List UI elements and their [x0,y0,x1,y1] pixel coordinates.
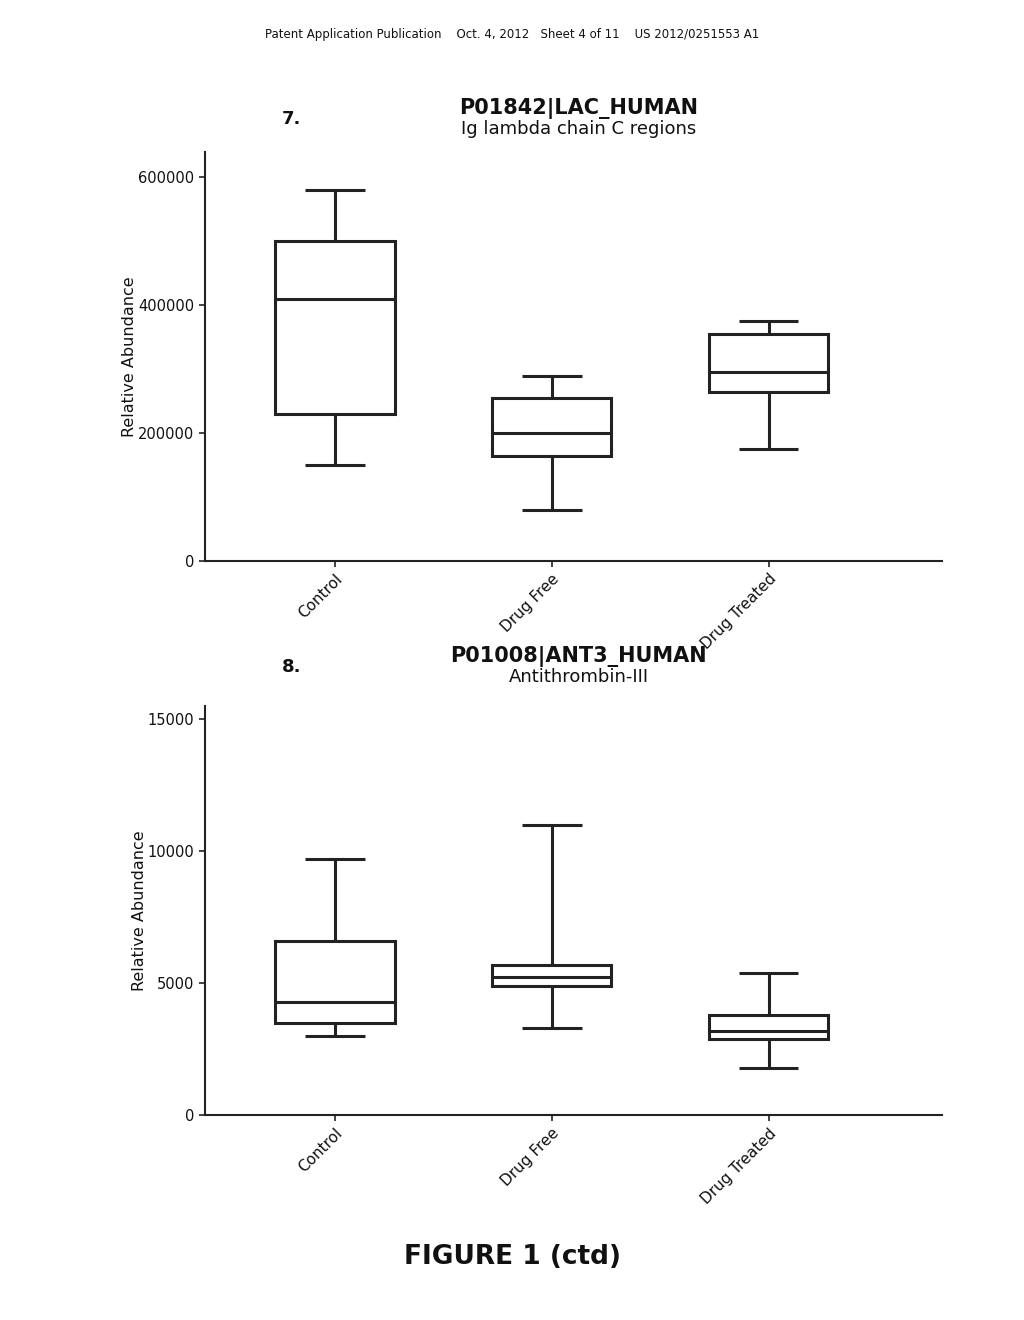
Y-axis label: Relative Abundance: Relative Abundance [122,276,137,437]
Text: Ig lambda chain C regions: Ig lambda chain C regions [461,120,696,139]
Text: Antithrombin-III: Antithrombin-III [509,668,648,686]
Text: P01008|ANT3_HUMAN: P01008|ANT3_HUMAN [451,645,707,667]
Bar [275,242,394,414]
Bar [493,965,611,986]
Text: P01842|LAC_HUMAN: P01842|LAC_HUMAN [459,98,698,119]
Text: 8.: 8. [282,657,302,676]
Bar [709,1015,828,1039]
Bar [709,334,828,392]
Bar [493,397,611,455]
Text: FIGURE 1 (ctd): FIGURE 1 (ctd) [403,1243,621,1270]
Text: Patent Application Publication    Oct. 4, 2012   Sheet 4 of 11    US 2012/025155: Patent Application Publication Oct. 4, 2… [265,28,759,41]
Text: 7.: 7. [283,110,301,128]
Y-axis label: Relative Abundance: Relative Abundance [132,830,146,991]
Bar [275,941,394,1023]
